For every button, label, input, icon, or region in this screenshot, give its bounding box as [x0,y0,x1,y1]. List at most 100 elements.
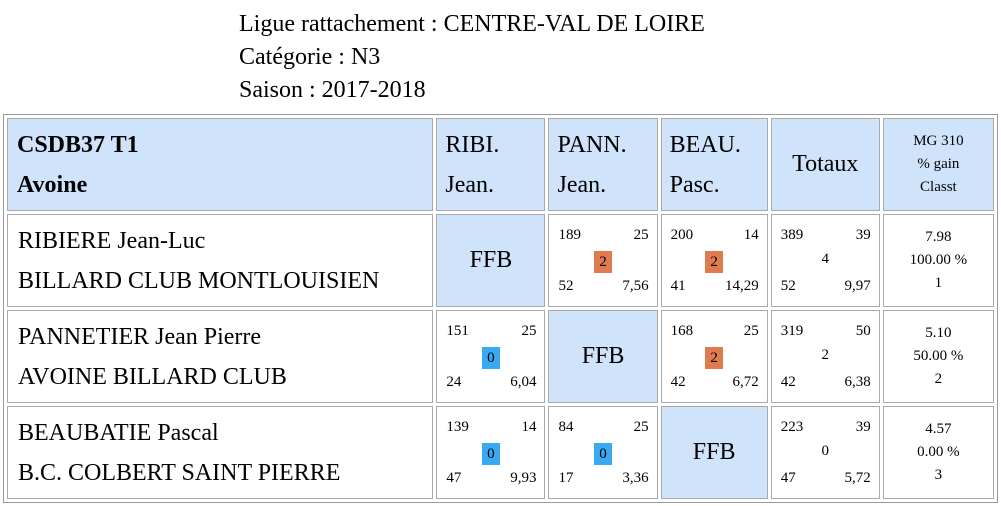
mg-value: 7.98 [925,229,952,245]
column-header-line1: RIBI. [445,131,500,158]
match-reprises: 25 [633,418,649,435]
mg-cell: 7.98 100.00 % 1 [882,214,994,307]
match-cell: 151 25 0 24 6,04 [436,310,546,403]
total-score: 0 [821,442,829,459]
player-club: BILLARD CLUB MONTLOUISIEN [18,267,380,294]
total-reprises: 39 [855,226,871,243]
gain-percent: 50.00 % [913,348,964,364]
match-cell: 139 14 0 47 9,93 [436,406,546,499]
match-points: 84 [558,418,574,435]
player-club: B.C. COLBERT SAINT PIERRE [18,459,341,486]
column-header-ribi: RIBI. Jean. [436,118,546,211]
column-header-line2: Jean. [557,171,607,198]
match-reprises: 25 [743,322,759,339]
total-points: 223 [780,418,804,435]
self-match-cell: FFB [660,406,768,499]
match-moyenne: 7,56 [622,277,649,294]
mg-cell: 5.10 50.00 % 2 [882,310,994,403]
match-reprises: 25 [521,322,537,339]
match-serie: 52 [558,277,574,294]
match-moyenne: 6,04 [510,373,537,390]
match-moyenne: 14,29 [724,277,759,294]
player-cell: PANNETIER Jean Pierre AVOINE BILLARD CLU… [7,310,434,403]
total-serie: 47 [780,469,796,486]
column-header-line1: BEAU. [669,131,741,158]
rank: 1 [934,275,943,291]
totals-cell: 223 39 0 47 5,72 [770,406,880,499]
match-score-badge: 2 [705,250,724,273]
total-score: 4 [821,250,829,267]
match-cell: 200 14 2 41 14,29 [660,214,768,307]
total-points: 389 [780,226,804,243]
match-reprises: 14 [743,226,759,243]
match-score-badge: 2 [705,346,724,369]
gain-percent: 100.00 % [909,252,968,268]
player-cell: RIBIERE Jean-Luc BILLARD CLUB MONTLOUISI… [7,214,434,307]
totals-header: Totaux [770,118,880,211]
column-header-beau: BEAU. Pasc. [660,118,768,211]
column-header-pann: PANN. Jean. [548,118,658,211]
total-points: 319 [780,322,804,339]
match-moyenne: 3,36 [622,469,649,486]
team-name: CSDB37 T1 [17,131,139,158]
table-row: RIBIERE Jean-Luc BILLARD CLUB MONTLOUISI… [7,214,994,307]
column-header-line2: Jean. [445,171,495,198]
match-points: 151 [446,322,469,339]
team-header-cell: CSDB37 T1 Avoine [7,118,434,211]
self-match-cell: FFB [436,214,546,307]
total-moyenne: 5,72 [844,469,871,486]
mg-value: 4.57 [925,421,952,437]
match-score-badge: 0 [481,346,500,369]
match-serie: 41 [670,277,686,294]
total-moyenne: 9,97 [844,277,871,294]
rank: 3 [934,467,943,483]
match-score-badge: 2 [594,250,613,273]
match-points: 200 [670,226,694,243]
total-moyenne: 6,38 [844,373,871,390]
gain-percent: 0.00 % [917,444,960,460]
match-serie: 42 [670,373,686,390]
results-table: CSDB37 T1 Avoine RIBI. Jean. PANN. Jean.… [3,114,998,503]
column-header-line2: Pasc. [669,171,720,198]
match-cell: 168 25 2 42 6,72 [660,310,768,403]
mg-header-line3: Classt [920,179,957,195]
total-serie: 42 [780,373,796,390]
totals-cell: 319 50 2 42 6,38 [770,310,880,403]
match-serie: 47 [446,469,462,486]
total-reprises: 39 [855,418,871,435]
player-cell: BEAUBATIE Pascal B.C. COLBERT SAINT PIER… [7,406,434,499]
match-points: 168 [670,322,694,339]
match-serie: 24 [446,373,462,390]
self-match-cell: FFB [548,310,658,403]
total-score: 2 [821,346,829,363]
player-name: BEAUBATIE Pascal [18,419,219,446]
total-serie: 52 [780,277,796,294]
header-block: Ligue rattachement : CENTRE-VAL DE LOIRE… [239,8,705,107]
match-score-badge: 0 [481,442,500,465]
mg-value: 5.10 [925,325,952,341]
mg-header-line2: % gain [917,156,960,172]
match-moyenne: 9,93 [510,469,537,486]
column-header-line1: PANN. [557,131,627,158]
saison-line: Saison : 2017-2018 [239,77,426,103]
match-score-badge: 0 [594,442,613,465]
player-name: RIBIERE Jean-Luc [18,227,206,254]
match-reprises: 25 [633,226,649,243]
mg-header: MG 310 % gain Classt [882,118,994,211]
mg-header-line1: MG 310 [913,133,964,149]
match-cell: 84 25 0 17 3,36 [548,406,658,499]
table-row: BEAUBATIE Pascal B.C. COLBERT SAINT PIER… [7,406,994,499]
categorie-line: Catégorie : N3 [239,44,381,70]
rank: 2 [934,371,943,387]
total-reprises: 50 [855,322,871,339]
match-serie: 17 [558,469,574,486]
team-city: Avoine [17,171,88,198]
match-reprises: 14 [521,418,537,435]
totals-cell: 389 39 4 52 9,97 [770,214,880,307]
match-points: 139 [446,418,469,435]
match-moyenne: 6,72 [732,373,759,390]
player-club: AVOINE BILLARD CLUB [18,363,287,390]
table-header-row: CSDB37 T1 Avoine RIBI. Jean. PANN. Jean.… [7,118,994,211]
ligue-line: Ligue rattachement : CENTRE-VAL DE LOIRE [239,11,705,37]
table-row: PANNETIER Jean Pierre AVOINE BILLARD CLU… [7,310,994,403]
